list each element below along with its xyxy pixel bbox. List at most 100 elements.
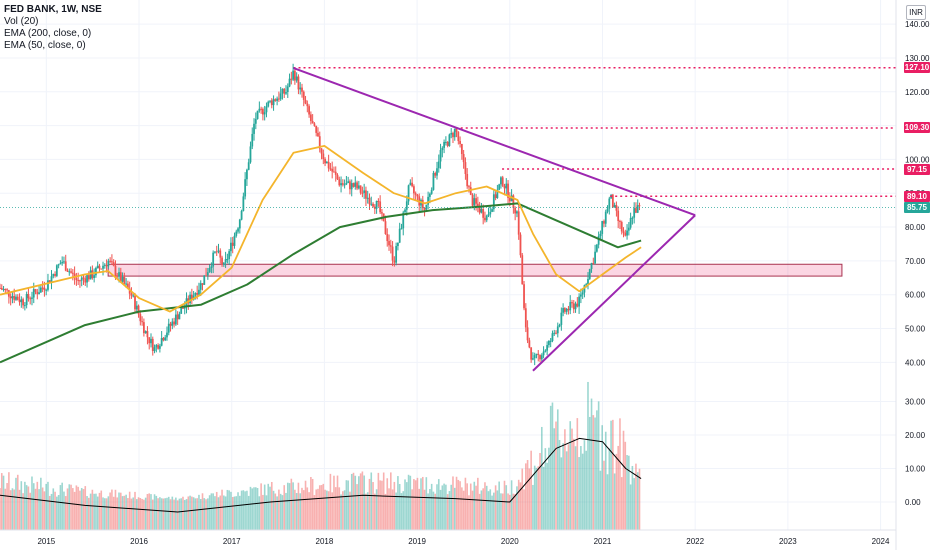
volume-bar — [121, 496, 124, 530]
candle-body — [423, 208, 426, 210]
candle-body — [224, 259, 227, 263]
volume-bar — [421, 476, 424, 530]
candle-body — [400, 228, 403, 230]
volume-bar — [361, 471, 364, 530]
candle-body — [148, 337, 151, 344]
volume-bar — [462, 490, 465, 530]
volume-average-line — [0, 437, 642, 513]
volume-bar — [182, 496, 184, 530]
volume-bar — [448, 491, 451, 530]
volume-bar — [560, 457, 563, 530]
volume-bar — [278, 489, 280, 530]
volume-bar — [260, 483, 262, 530]
volume-bar — [185, 499, 188, 530]
volume-bar — [525, 463, 527, 530]
candle-body — [635, 208, 637, 213]
volume-bar — [425, 477, 428, 530]
volume-bar — [301, 487, 303, 530]
currency-badge[interactable]: INR — [906, 5, 926, 20]
volume-bar — [270, 481, 273, 530]
candle-body — [41, 287, 44, 289]
candle-body — [247, 162, 250, 170]
volume-bar — [617, 445, 619, 530]
volume-bar — [359, 473, 362, 530]
candle-body — [439, 150, 442, 162]
candle-body — [118, 272, 120, 277]
volume-bar — [624, 441, 627, 530]
volume-bar — [368, 478, 371, 530]
volume-bar — [210, 493, 213, 530]
volume-bar — [423, 489, 426, 530]
candle-body — [370, 203, 373, 205]
volume-bar — [517, 479, 520, 530]
volume-bar — [390, 472, 392, 530]
candle-body — [459, 141, 461, 144]
volume-bar — [564, 429, 566, 530]
volume-bar — [338, 487, 341, 530]
volume-bar — [413, 479, 415, 530]
candle-body — [325, 161, 328, 164]
candle-body — [453, 128, 456, 138]
volume-bar — [68, 484, 71, 530]
candle-body — [494, 194, 497, 199]
volume-bar — [56, 496, 58, 530]
candle-body — [603, 221, 605, 224]
candle-body — [150, 338, 152, 344]
volume-bar — [0, 473, 3, 530]
volume-bar — [54, 491, 56, 530]
volume-bar — [594, 417, 596, 530]
candle-body — [576, 303, 579, 307]
volume-bar — [274, 493, 277, 530]
candle-body — [397, 242, 399, 247]
candle-body — [585, 283, 588, 286]
candle-body — [64, 261, 67, 271]
volume-bar — [214, 496, 216, 530]
volume-bar — [40, 477, 42, 530]
volume-bar — [404, 479, 406, 530]
candle-body — [597, 235, 600, 245]
level-price-tag: 97.15 — [904, 163, 930, 175]
candle-body — [343, 184, 346, 186]
volume-bar — [512, 493, 515, 530]
candle-body — [357, 185, 360, 189]
candle-body — [281, 88, 284, 94]
candle-body — [500, 177, 502, 185]
volume-bar — [599, 470, 602, 530]
candle-body — [142, 322, 145, 334]
volume-bar — [420, 478, 422, 530]
volume-bar — [445, 484, 447, 530]
volume-bar — [366, 492, 369, 530]
volume-bar — [528, 468, 531, 530]
candle-body — [31, 297, 33, 299]
candle-body — [590, 263, 593, 269]
volume-bar — [66, 488, 69, 530]
volume-bar — [469, 483, 472, 530]
volume-bar — [80, 488, 83, 530]
candle-body — [324, 159, 326, 164]
candle-body — [613, 205, 616, 208]
candle-body — [444, 141, 447, 143]
volume-bar — [27, 486, 30, 530]
volume-bar — [418, 488, 421, 530]
volume-bar — [473, 481, 476, 530]
candle-body — [523, 284, 525, 309]
candle-body — [313, 123, 316, 126]
volume-bar — [22, 493, 24, 530]
volume-bar — [567, 444, 570, 530]
candle-body — [302, 91, 305, 100]
volume-bar — [477, 477, 479, 530]
volume-bar — [461, 487, 463, 530]
volume-bar — [377, 472, 380, 530]
candle-body — [286, 86, 289, 93]
candle-body — [345, 182, 348, 185]
volume-bar — [160, 498, 163, 530]
candle-body — [86, 275, 88, 283]
candle-body — [496, 189, 499, 199]
volume-bar — [267, 483, 270, 530]
candle-body — [116, 275, 119, 277]
candle-body — [228, 251, 231, 259]
volume-bar — [15, 477, 17, 530]
candle-body — [119, 272, 122, 282]
candle-body — [267, 101, 270, 107]
